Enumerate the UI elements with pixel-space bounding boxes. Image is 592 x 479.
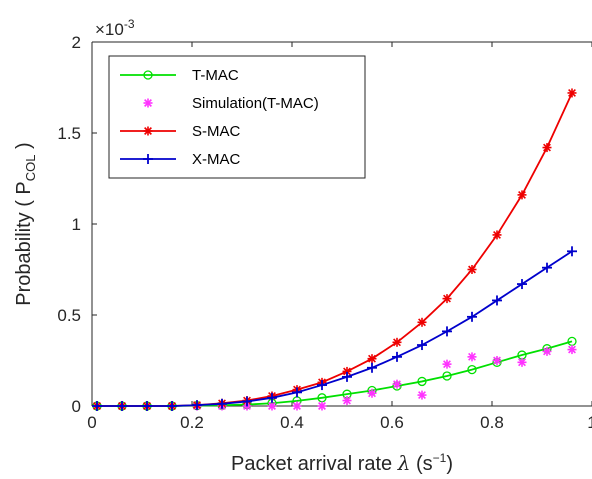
- series-x-mac: [92, 246, 577, 411]
- y-axis-label: Probability ( PCOL ): [13, 142, 38, 305]
- data-point-x-mac: [192, 400, 202, 411]
- x-tick-label: 0.6: [380, 413, 404, 432]
- data-point-x-mac: [217, 398, 227, 409]
- data-point-simulation-t-mac: [517, 357, 527, 367]
- legend-item: S-MAC: [120, 123, 241, 140]
- legend-item: T-MAC: [120, 67, 239, 84]
- data-point-x-mac: [167, 401, 177, 411]
- y-tick-label: 1: [72, 215, 81, 234]
- x-tick-label: 0.4: [280, 413, 304, 432]
- legend: T-MAC Simulation(T-MAC) S-MAC X-MAC: [108, 55, 366, 179]
- data-point-x-mac: [492, 295, 502, 306]
- data-point-t-mac: [467, 364, 477, 375]
- legend-item: Simulation(T-MAC): [143, 95, 319, 112]
- data-point-x-mac: [117, 401, 127, 411]
- data-point-simulation-t-mac: [492, 356, 502, 365]
- data-point-s-mac: [517, 190, 527, 200]
- legend-marker: [143, 98, 153, 108]
- legend-marker: [143, 70, 153, 80]
- data-point-simulation-t-mac: [317, 401, 327, 411]
- data-point-simulation-t-mac: [367, 388, 377, 398]
- data-point-t-mac: [442, 371, 452, 381]
- data-point-simulation-t-mac: [267, 401, 277, 411]
- data-point-x-mac: [517, 279, 527, 290]
- data-point-simulation-t-mac: [417, 390, 427, 400]
- data-point-x-mac: [142, 401, 152, 411]
- x-tick-label: 1: [587, 413, 592, 432]
- legend-marker: [143, 154, 153, 164]
- data-point-x-mac: [267, 392, 277, 403]
- data-point-x-mac: [567, 246, 577, 257]
- data-point-x-mac: [317, 380, 327, 391]
- data-point-x-mac: [342, 371, 352, 382]
- ticks: 0 0.2 0.4 0.6 0.8 1 0 0.5 1 1.5 2: [57, 33, 592, 432]
- data-point-x-mac: [292, 387, 302, 398]
- legend-label: X-MAC: [192, 151, 241, 168]
- data-point-s-mac: [467, 265, 477, 274]
- data-point-s-mac: [542, 143, 552, 153]
- x-tick-label: 0: [87, 413, 96, 432]
- data-point-s-mac: [492, 230, 502, 240]
- data-point-s-mac: [567, 88, 577, 98]
- data-point-x-mac: [467, 311, 477, 322]
- legend-label: T-MAC: [192, 67, 239, 84]
- x-tick-label: 0.2: [180, 413, 204, 432]
- data-point-simulation-t-mac: [342, 396, 352, 406]
- data-point-x-mac: [92, 401, 102, 411]
- series-layer: [92, 88, 577, 411]
- legend-item: X-MAC: [120, 151, 241, 168]
- x-tick-label: 0.8: [480, 413, 504, 432]
- data-point-s-mac: [392, 337, 402, 347]
- data-point-x-mac: [442, 326, 452, 337]
- legend-marker: [143, 126, 153, 136]
- data-point-simulation-t-mac: [567, 345, 577, 355]
- data-point-x-mac: [392, 351, 402, 362]
- data-point-x-mac: [242, 396, 252, 407]
- data-point-s-mac: [367, 354, 377, 364]
- data-point-s-mac: [417, 317, 427, 327]
- data-point-x-mac: [542, 262, 552, 273]
- data-point-simulation-t-mac: [467, 352, 477, 362]
- x-axis-label: Packet arrival rate λ (s−1): [231, 451, 453, 475]
- data-point-x-mac: [367, 362, 377, 373]
- data-point-x-mac: [417, 340, 427, 351]
- data-point-simulation-t-mac: [442, 359, 452, 369]
- y-tick-label: 2: [72, 33, 81, 52]
- legend-label: S-MAC: [192, 123, 241, 140]
- y-tick-label: 0: [72, 397, 81, 416]
- legend-label: Simulation(T-MAC): [192, 95, 319, 112]
- data-point-s-mac: [442, 294, 452, 304]
- data-point-simulation-t-mac: [542, 346, 552, 356]
- y-tick-label: 1.5: [57, 124, 81, 143]
- data-point-simulation-t-mac: [392, 379, 402, 389]
- data-point-simulation-t-mac: [292, 401, 302, 411]
- data-point-t-mac: [417, 376, 427, 387]
- y-exponent: ×10-3: [95, 17, 135, 39]
- y-tick-label: 0.5: [57, 306, 81, 325]
